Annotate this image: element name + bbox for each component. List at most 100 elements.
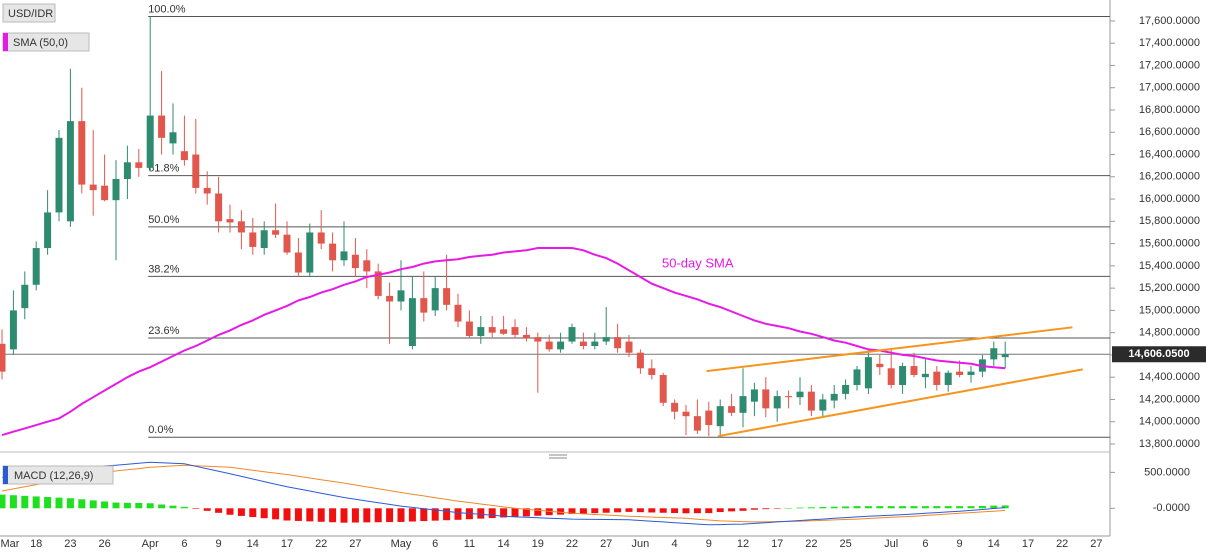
histogram-bar <box>557 508 565 515</box>
candle-body <box>374 271 382 296</box>
last-price-label: 14,606.0500 <box>1128 348 1189 360</box>
histogram-bar <box>876 506 884 509</box>
x-tick-label: 12 <box>737 538 749 550</box>
annotation: 50-day SMA <box>662 255 734 270</box>
candle-body <box>101 185 109 201</box>
histogram-bar <box>750 508 758 510</box>
candle-body <box>716 406 724 427</box>
histogram-bar <box>89 500 97 509</box>
x-tick-label: 6 <box>432 538 438 550</box>
histogram-bar <box>192 508 200 509</box>
candle-body <box>500 329 508 334</box>
x-tick-label: 22 <box>566 538 578 550</box>
histogram-bar <box>956 506 964 509</box>
histogram-bar <box>101 501 109 509</box>
histogram-bar <box>66 498 74 509</box>
x-tick-label: 6 <box>181 538 187 550</box>
y-tick-label: 500.0000 <box>1144 466 1190 478</box>
histogram-bar <box>329 508 337 523</box>
candle-body <box>317 232 325 244</box>
histogram-bar <box>351 508 359 523</box>
histogram-bar <box>272 508 280 520</box>
histogram-bar <box>842 506 850 509</box>
candle-body <box>842 384 850 394</box>
candle-body <box>557 341 565 350</box>
candle-body <box>135 162 143 168</box>
histogram-bar <box>9 495 17 509</box>
candle-body <box>671 402 679 412</box>
histogram-bar <box>728 508 736 512</box>
x-tick-label: May <box>391 538 412 550</box>
legend-entry: SMA (50,0) <box>13 37 68 49</box>
histogram-bar <box>671 508 679 514</box>
candle-body <box>876 363 884 368</box>
candle-body <box>933 371 941 385</box>
x-tick-label: 6 <box>922 538 928 550</box>
y-tick-label: 16,000.0000 <box>1139 193 1200 205</box>
histogram-bar <box>340 508 348 523</box>
histogram-bar <box>921 506 929 509</box>
candle-body <box>32 248 40 285</box>
x-tick-label: 14 <box>988 538 1000 550</box>
histogram-bar <box>762 508 770 510</box>
histogram-bar <box>146 503 154 509</box>
candle-body <box>830 393 838 401</box>
candle-body <box>511 327 519 335</box>
histogram-bar <box>55 497 63 509</box>
y-tick-label: 16,800.0000 <box>1139 104 1200 116</box>
histogram-bar <box>488 508 496 519</box>
histogram-bar <box>682 508 690 514</box>
signal-line <box>1 464 1006 523</box>
x-tick-label: 9 <box>216 538 222 550</box>
legend-swatch <box>3 33 8 51</box>
candle-body <box>397 290 405 302</box>
histogram-bar <box>443 508 451 521</box>
x-tick-label: Mar <box>1 538 20 550</box>
candle-body <box>78 121 86 185</box>
x-tick-label: 27 <box>600 538 612 550</box>
fib-label: 38.2% <box>148 263 179 275</box>
x-tick-label: Apr <box>142 538 159 550</box>
x-tick-label: 9 <box>957 538 963 550</box>
candle-body <box>682 411 690 417</box>
histogram-bar <box>317 508 325 522</box>
histogram-bar <box>203 508 211 511</box>
histogram-bar <box>910 506 918 509</box>
histogram-bar <box>306 508 314 522</box>
candle-body <box>112 179 120 201</box>
trend-line <box>717 368 1083 438</box>
candle-body <box>66 121 74 222</box>
candle-body <box>807 391 815 411</box>
candle-body <box>705 410 713 426</box>
candle-body <box>602 337 610 342</box>
histogram-bar <box>602 508 610 513</box>
candle-body <box>146 115 154 168</box>
candle-body <box>465 321 473 336</box>
candle-body <box>659 374 667 403</box>
candle-body <box>420 298 428 313</box>
histogram-bar <box>534 508 542 516</box>
candle-body <box>158 115 166 138</box>
histogram-bar <box>807 507 815 509</box>
candle-body <box>226 219 234 223</box>
x-tick-label: 22 <box>805 538 817 550</box>
histogram-bar <box>978 505 986 509</box>
y-tick-label: 13,800.0000 <box>1139 438 1200 450</box>
y-tick-label: 16,400.0000 <box>1139 148 1200 160</box>
fib-label: 61.8% <box>148 163 179 175</box>
candle-body <box>739 396 747 413</box>
candle-body <box>431 288 439 311</box>
histogram-bar <box>614 508 622 513</box>
y-tick-label: 14,200.0000 <box>1139 393 1200 405</box>
histogram-bar <box>511 508 519 517</box>
candle-body <box>203 187 211 194</box>
x-tick-label: 26 <box>98 538 110 550</box>
x-tick-label: 17 <box>771 538 783 550</box>
candle-body <box>1001 354 1009 358</box>
histogram-bar <box>579 508 587 514</box>
macd-title: MACD (12,26,9) <box>14 470 93 482</box>
candle-body <box>568 327 576 342</box>
trend-line <box>706 326 1073 373</box>
